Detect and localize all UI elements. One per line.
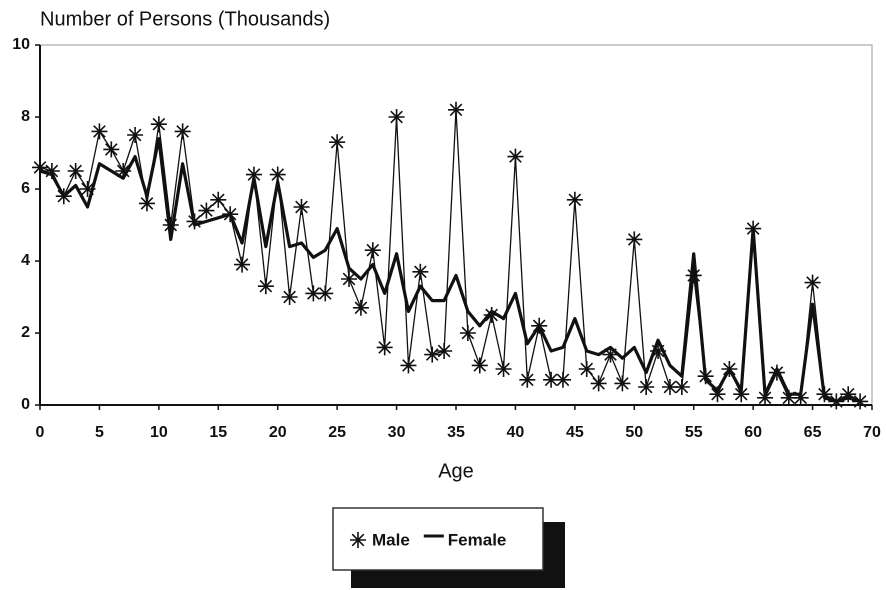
marker: [376, 339, 393, 356]
marker: [317, 285, 334, 302]
marker: [673, 379, 690, 395]
marker: [352, 299, 369, 316]
series-line: [39, 137, 861, 403]
x-tick-label: 30: [388, 424, 406, 441]
marker: [115, 163, 132, 179]
x-tick-label: 0: [36, 424, 45, 441]
x-axis-label: Age: [438, 460, 474, 482]
marker: [638, 379, 655, 395]
x-tick-label: 60: [744, 424, 762, 441]
marker: [519, 371, 536, 388]
marker: [67, 163, 84, 179]
marker: [245, 166, 262, 183]
marker: [103, 141, 120, 158]
marker: [412, 263, 429, 280]
marker: [483, 307, 500, 323]
marker: [162, 217, 179, 233]
marker: [43, 163, 60, 179]
marker: [32, 159, 48, 176]
y-tick-label: 0: [21, 396, 30, 413]
marker: [91, 123, 108, 140]
x-tick-label: 15: [209, 424, 227, 441]
marker: [685, 267, 702, 284]
marker: [293, 199, 310, 215]
marker: [507, 148, 524, 165]
y-tick-label: 10: [12, 36, 30, 53]
series-line: [39, 109, 861, 403]
marker: [757, 389, 774, 406]
marker: [804, 274, 821, 291]
marker: [79, 181, 96, 197]
marker: [257, 278, 274, 295]
chart-title: Number of Persons (Thousands): [40, 8, 330, 30]
marker: [590, 375, 607, 392]
legend-marker: [350, 532, 366, 548]
x-tick-label: 40: [507, 424, 525, 441]
y-tick-label: 4: [21, 252, 30, 269]
marker: [281, 289, 298, 305]
marker: [448, 101, 464, 118]
marker: [578, 361, 595, 377]
marker: [150, 116, 167, 133]
y-tick-label: 6: [21, 180, 30, 197]
marker: [780, 389, 797, 406]
marker: [459, 325, 476, 341]
marker: [234, 256, 251, 273]
marker: [138, 195, 155, 212]
marker: [602, 346, 619, 363]
x-tick-label: 70: [863, 424, 881, 441]
marker: [733, 386, 750, 403]
marker: [198, 202, 215, 219]
x-tick-label: 35: [447, 424, 465, 441]
marker: [709, 386, 726, 403]
y-tick-label: 8: [21, 108, 30, 125]
marker: [400, 357, 417, 374]
x-tick-label: 5: [95, 424, 104, 441]
x-tick-label: 45: [566, 424, 584, 441]
marker: [436, 343, 453, 359]
marker: [364, 242, 381, 259]
marker: [210, 191, 227, 208]
marker: [566, 191, 583, 208]
marker: [495, 361, 512, 377]
marker: [388, 109, 405, 125]
x-tick-label: 10: [150, 424, 168, 441]
marker: [543, 371, 560, 388]
x-tick-label: 55: [685, 424, 703, 441]
marker: [840, 386, 857, 403]
x-tick-label: 50: [625, 424, 643, 441]
marker: [626, 231, 643, 248]
marker: [661, 379, 678, 395]
y-tick-label: 2: [21, 324, 30, 341]
marker: [329, 134, 346, 151]
legend-label: Male: [372, 530, 410, 549]
x-tick-label: 65: [804, 424, 822, 441]
marker: [269, 166, 286, 183]
x-tick-label: 25: [328, 424, 346, 441]
marker: [650, 343, 667, 359]
marker: [792, 389, 809, 406]
legend-box: [332, 507, 544, 571]
x-tick-label: 20: [269, 424, 287, 441]
marker: [127, 127, 144, 143]
marker: [471, 357, 488, 374]
legend-label: Female: [448, 530, 507, 549]
marker: [424, 346, 441, 363]
marker: [174, 123, 191, 140]
marker: [341, 271, 358, 287]
marker: [554, 371, 571, 388]
marker: [305, 285, 322, 302]
marker: [614, 375, 631, 392]
